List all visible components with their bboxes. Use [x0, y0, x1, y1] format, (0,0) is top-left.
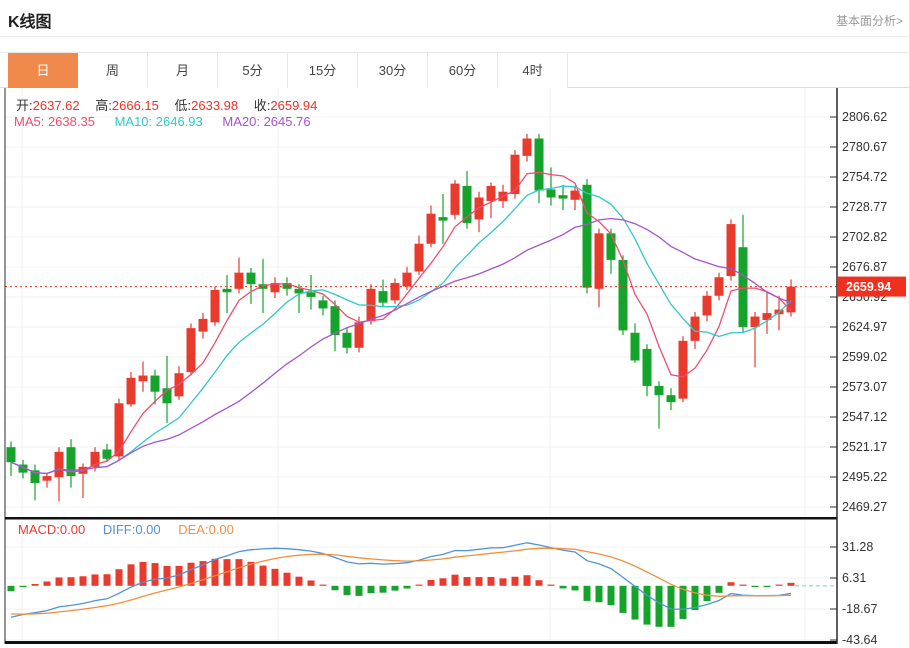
ma20-line [10, 217, 792, 475]
last-price-badge-text: 2659.94 [846, 280, 891, 294]
macd-value: MACD:0.00 [18, 522, 86, 537]
price-tick-label: 2806.62 [842, 110, 887, 124]
diff-line [10, 542, 792, 618]
tab-30min[interactable]: 30分 [358, 53, 428, 88]
diff-value: DIFF:0.00 [102, 522, 161, 537]
macd-tick-label: -43.64 [842, 633, 877, 647]
price-tick-label: 2780.67 [842, 140, 887, 154]
macd-lines [10, 542, 836, 618]
ma-values-row: MA5: 2638.35 MA10: 2646.93 MA20: 2645.76 [14, 114, 327, 129]
price-tick-label: 2495.22 [842, 470, 887, 484]
price-tick-label: 2624.97 [842, 320, 887, 334]
macd-histogram [7, 558, 795, 627]
open-value: 2637.62 [32, 98, 80, 113]
tab-15min[interactable]: 15分 [288, 53, 358, 88]
macd-tick-label: 31.28 [842, 540, 873, 554]
ma20-value: MA20: 2645.76 [222, 114, 311, 129]
price-tick-label: 2521.17 [842, 440, 887, 454]
ma5-value: MA5: 2638.35 [14, 114, 95, 129]
tab-month[interactable]: 月 [148, 53, 218, 88]
tab-60min[interactable]: 60分 [428, 53, 498, 88]
last-price-badge [838, 276, 906, 297]
tab-day[interactable]: 日 [8, 53, 78, 88]
price-tick-label: 2573.07 [842, 380, 887, 394]
price-tick-label: 2547.12 [842, 410, 887, 424]
price-tick-label: 2728.77 [842, 200, 887, 214]
tab-week[interactable]: 周 [78, 53, 148, 88]
ohlc-row: 开:2637.62 高:2666.15 低:2633.98 收:2659.94 [16, 95, 329, 114]
header: K线图 基本面分析> [0, 0, 909, 37]
price-tick-label: 2676.87 [842, 260, 887, 274]
dea-line [10, 547, 792, 615]
low-value: 2633.98 [191, 98, 239, 113]
macd-grid-and-labels: 31.28 6.31 -18.67 -43.64 [5, 540, 877, 647]
vertical-gridlines [21, 88, 806, 641]
high-label: 高: [95, 98, 112, 113]
price-tick-label: 2702.82 [842, 230, 887, 244]
low-label: 低: [174, 98, 192, 113]
last-price-marker: 2659.94 [5, 276, 906, 297]
dea-value: DEA:0.00 [178, 522, 234, 537]
price-tick-label: 2599.02 [842, 350, 887, 364]
price-tick-label: 2754.72 [842, 170, 887, 184]
page-title: K线图 [8, 14, 52, 31]
macd-tick-label: -18.67 [842, 602, 877, 616]
price-tick-label: 2469.27 [842, 500, 887, 514]
ma10-line [10, 185, 792, 475]
ma5-line [10, 171, 792, 475]
high-value: 2666.15 [111, 98, 159, 113]
open-label: 开: [16, 98, 33, 113]
macd-tick-label: 6.31 [842, 571, 866, 585]
macd-values-row: MACD:0.00 DIFF:0.00 DEA:0.00 [18, 522, 248, 537]
period-tabs: 日周月 5分 15分 30分 60分 4时 [0, 52, 909, 88]
tab-4hour[interactable]: 4时 [498, 53, 568, 88]
fundamental-analysis-link[interactable]: 基本面分析> [835, 14, 903, 28]
close-value: 2659.94 [270, 98, 318, 113]
kline-chart-canvas[interactable]: 2806.62 2780.67 2754.72 2728.77 2702.82 2676.… [0, 88, 910, 648]
price-grid-and-labels: 2806.62 2780.67 2754.72 2728.77 2702.82 2676.… [5, 110, 887, 514]
close-label: 收: [253, 98, 271, 113]
candlesticks [6, 133, 796, 502]
panel-borders [4, 88, 838, 644]
ma10-value: MA10: 2646.93 [114, 114, 203, 129]
tab-5min[interactable]: 5分 [218, 53, 288, 88]
